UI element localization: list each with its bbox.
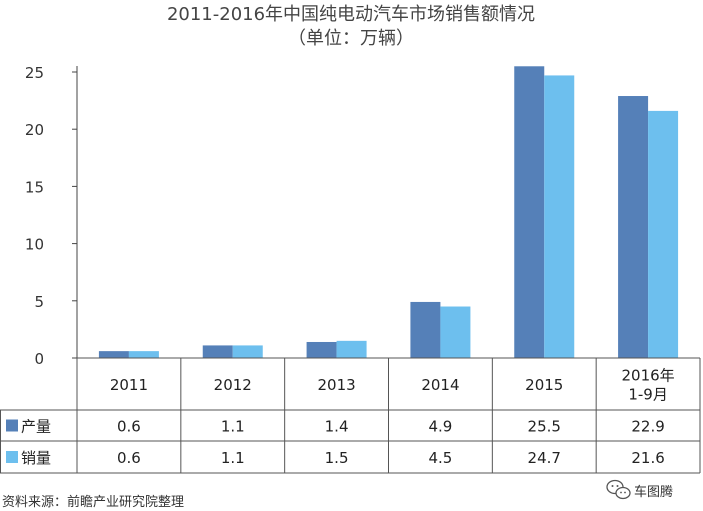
bar-production (98, 351, 129, 358)
bar-sales (336, 340, 367, 358)
bar-production (514, 66, 545, 358)
bar-sales (544, 75, 575, 358)
y-tick-label: 15 (25, 178, 44, 196)
y-tick-label: 20 (25, 121, 44, 139)
data-label: 24.7 (528, 449, 561, 467)
x-tick-label: 2011 (110, 376, 148, 394)
legend-swatch (6, 419, 18, 432)
data-label: 1.4 (325, 418, 349, 436)
data-label: 0.6 (117, 418, 141, 436)
bar-production (306, 341, 337, 358)
data-label: 0.6 (117, 449, 141, 467)
y-axis: 0 5 10 15 20 25 (25, 64, 78, 368)
y-tick-label: 25 (25, 64, 44, 82)
legend-label: 销量 (21, 449, 51, 467)
x-tick-label: 2013 (317, 376, 355, 394)
legend-label: 产量 (21, 418, 51, 436)
data-label: 25.5 (528, 418, 561, 436)
bar-production (618, 96, 649, 359)
y-tick-label: 10 (25, 236, 44, 254)
data-label: 1.5 (325, 449, 349, 467)
data-label: 4.9 (428, 418, 452, 436)
wechat-icon (606, 479, 631, 500)
x-tick-label: 2016年 (621, 367, 674, 385)
x-tick-label: 2012 (214, 376, 252, 394)
bar-production (202, 345, 233, 358)
data-label: 22.9 (631, 418, 664, 436)
x-tick-label: 1-9月 (628, 386, 668, 404)
chart-title: 2011-2016年中国纯电动汽车市场销售额情况 (167, 4, 535, 25)
x-tick-label: 2014 (421, 376, 459, 394)
brand-label: 车图腾 (634, 484, 673, 500)
y-tick-label: 0 (34, 350, 44, 368)
y-tick-label: 5 (34, 293, 44, 311)
bar-production (410, 301, 441, 358)
bar-sales (128, 351, 159, 358)
data-label: 21.6 (631, 449, 664, 467)
bars (98, 66, 679, 359)
legend-swatch (6, 451, 18, 463)
bar-sales (232, 345, 263, 358)
bar-sales (648, 110, 679, 358)
chart-subtitle: （单位：万辆） (288, 28, 414, 49)
x-tick-label: 2015 (525, 376, 563, 394)
data-label: 1.1 (221, 418, 245, 436)
bar-sales (440, 306, 471, 358)
data-label: 4.5 (428, 449, 452, 467)
data-label: 1.1 (221, 449, 245, 467)
source-note: 资料来源：前瞻产业研究院整理 (2, 494, 184, 510)
